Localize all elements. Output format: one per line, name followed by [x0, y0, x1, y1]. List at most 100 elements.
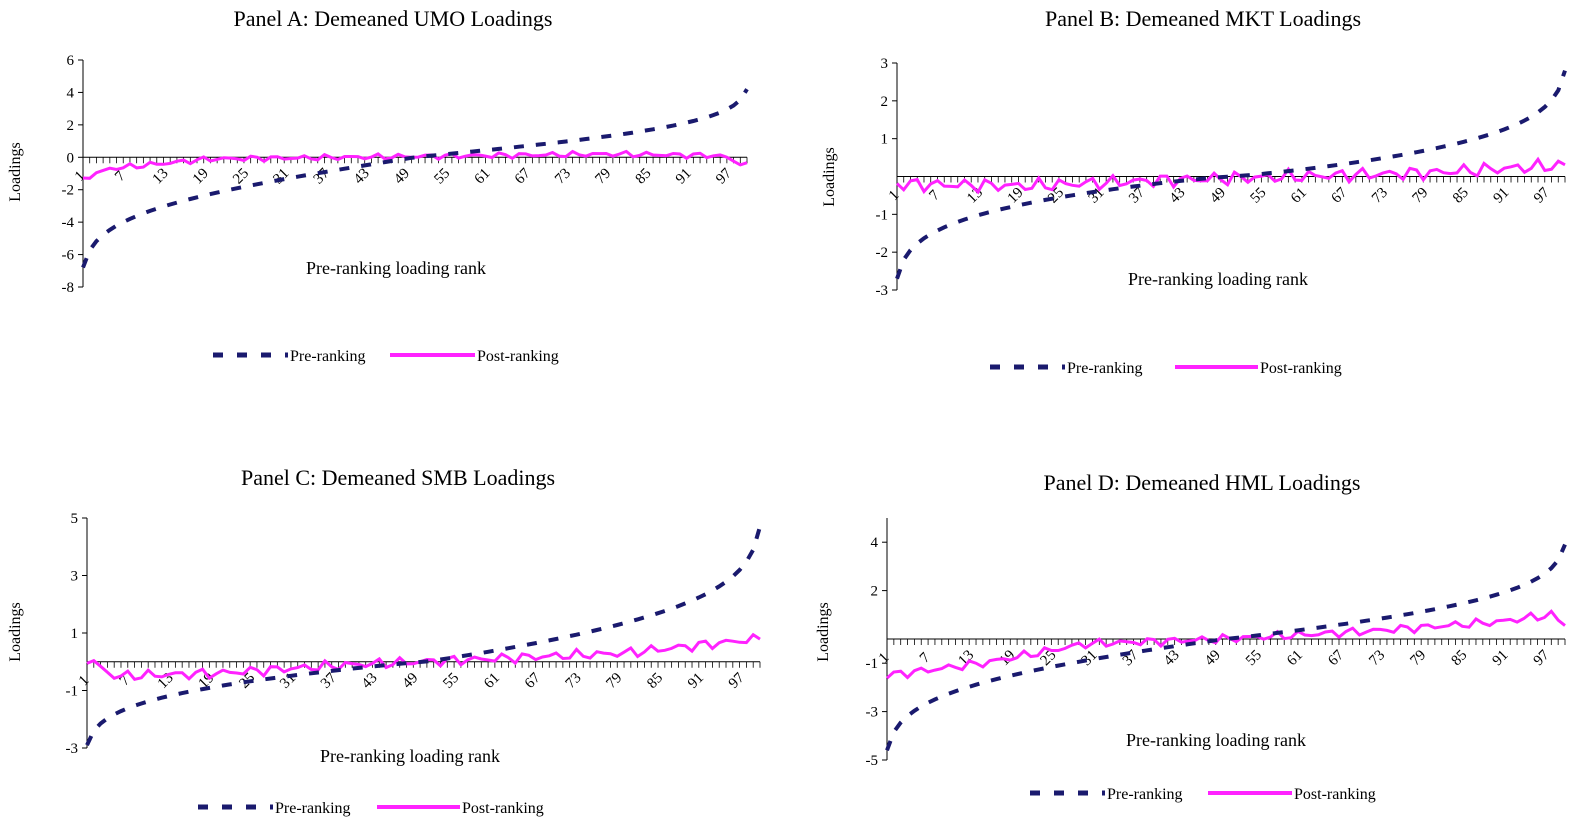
panel-c-legend: Pre-ranking Post-ranking: [198, 800, 544, 817]
x-tick-label: 43: [359, 670, 381, 692]
x-tick-label: 61: [1284, 647, 1306, 669]
x-tick-label: 79: [1407, 647, 1429, 669]
x-tick-label: 67: [522, 670, 544, 692]
x-tick-label: 85: [644, 670, 666, 692]
x-tick-label: 73: [552, 165, 574, 187]
post-ranking-series-line: [82, 149, 748, 180]
x-tick-label: 67: [1325, 647, 1347, 669]
x-tick-label: 43: [351, 165, 373, 187]
x-tick-label: 61: [472, 165, 494, 187]
y-tick-label: -3: [866, 705, 879, 721]
panel-a-title: Panel A: Demeaned UMO Loadings: [234, 6, 553, 31]
x-tick-label: 97: [1531, 184, 1553, 206]
x-tick-label: 85: [633, 165, 655, 187]
panel-c: Panel C: Demeaned SMB Loadings Loadings …: [7, 465, 762, 817]
pre-ranking-series-line: [885, 543, 1567, 751]
post-ranking-series-line: [895, 156, 1566, 195]
post-ranking-series-line: [86, 632, 761, 681]
y-tick-label: 6: [67, 53, 75, 69]
y-tick-label: 2: [67, 118, 75, 134]
x-tick-label: 55: [431, 165, 453, 187]
x-tick-label: 67: [1329, 184, 1351, 206]
x-tick-label: 1: [886, 187, 903, 204]
x-tick-label: 79: [1410, 185, 1432, 207]
y-tick-label: 4: [871, 535, 879, 551]
x-tick-label: 1: [72, 168, 89, 185]
y-tick-label: -3: [876, 283, 889, 299]
x-tick-label: 85: [1450, 185, 1472, 207]
x-tick-label: 55: [1248, 185, 1270, 207]
x-tick-label: 31: [1079, 647, 1101, 669]
panel-b: Panel B: Demeaned MKT Loadings Loadings …: [821, 6, 1567, 377]
y-tick-label: 5: [71, 511, 79, 527]
x-tick-label: 37: [1120, 647, 1142, 669]
x-tick-label: 97: [726, 670, 748, 692]
panel-b-y-axis-label: Loadings: [821, 147, 838, 207]
x-tick-label: 37: [311, 165, 333, 187]
x-tick-label: 61: [481, 670, 503, 692]
x-tick-label: 31: [270, 165, 292, 187]
panel-d-legend: Pre-ranking Post-ranking: [1030, 786, 1376, 803]
panel-d-x-axis-label: Pre-ranking loading rank: [1126, 730, 1306, 750]
panel-d: Panel D: Demeaned HML Loadings Loadings …: [815, 470, 1567, 803]
y-tick-label: -1: [876, 207, 889, 223]
y-tick-label: -1: [866, 656, 879, 672]
x-tick-label: 55: [440, 670, 462, 692]
panel-a-y-axis-label: Loadings: [7, 142, 24, 202]
x-tick-label: 19: [190, 165, 212, 187]
x-tick-label: 67: [512, 165, 534, 187]
x-tick-label: 91: [685, 670, 707, 692]
y-tick-label: 1: [881, 132, 889, 148]
x-tick-label: 91: [673, 165, 695, 187]
x-tick-label: 43: [1167, 185, 1189, 207]
panel-c-x-axis-label: Pre-ranking loading rank: [320, 746, 500, 766]
x-tick-label: 25: [230, 165, 252, 187]
y-tick-label: -1: [66, 684, 79, 700]
panel-d-legend-pre-label: Pre-ranking: [1107, 786, 1183, 803]
y-tick-label: -8: [62, 280, 75, 296]
y-tick-label: -5: [866, 753, 879, 769]
x-tick-label: 97: [1531, 647, 1553, 669]
panel-d-y-axis-label: Loadings: [815, 602, 832, 662]
panel-c-legend-post-label: Post-ranking: [462, 800, 544, 817]
y-tick-label: -4: [62, 215, 75, 231]
x-tick-label: 7: [917, 650, 934, 667]
x-tick-label: 37: [318, 670, 340, 692]
x-tick-label: 49: [391, 165, 413, 187]
x-tick-label: 73: [563, 670, 585, 692]
y-tick-label: 2: [881, 94, 889, 110]
panel-c-title: Panel C: Demeaned SMB Loadings: [241, 465, 555, 490]
y-tick-label: 1: [71, 626, 79, 642]
x-tick-label: 73: [1369, 185, 1391, 207]
panel-b-x-axis-label: Pre-ranking loading rank: [1128, 269, 1308, 289]
x-tick-label: 1: [76, 673, 93, 690]
panel-d-legend-post-label: Post-ranking: [1294, 786, 1376, 803]
panel-b-title: Panel B: Demeaned MKT Loadings: [1045, 6, 1361, 31]
x-tick-label: 55: [1243, 647, 1265, 669]
panel-a-legend-post-label: Post-ranking: [477, 348, 559, 365]
y-tick-label: 3: [881, 56, 889, 72]
pre-ranking-series-line: [85, 526, 762, 746]
x-tick-label: 43: [1161, 647, 1183, 669]
x-tick-label: 79: [603, 670, 625, 692]
x-tick-label: 7: [926, 187, 943, 204]
panel-a-legend: Pre-ranking Post-ranking: [213, 348, 559, 365]
x-tick-label: 91: [1490, 185, 1512, 207]
x-tick-label: 31: [1086, 185, 1108, 207]
y-tick-label: 3: [71, 569, 79, 585]
x-tick-label: 1: [876, 650, 893, 667]
x-tick-label: 49: [1207, 185, 1229, 207]
x-tick-label: 97: [713, 165, 735, 187]
x-tick-label: 13: [150, 165, 172, 187]
x-tick-label: 79: [592, 165, 614, 187]
x-tick-label: 61: [1288, 185, 1310, 207]
x-tick-label: 49: [400, 670, 422, 692]
x-tick-label: 91: [1490, 647, 1512, 669]
y-tick-label: 4: [67, 85, 75, 101]
panel-b-legend: Pre-ranking Post-ranking: [990, 360, 1342, 377]
panel-b-legend-post-label: Post-ranking: [1260, 360, 1342, 377]
x-tick-label: 73: [1366, 647, 1388, 669]
